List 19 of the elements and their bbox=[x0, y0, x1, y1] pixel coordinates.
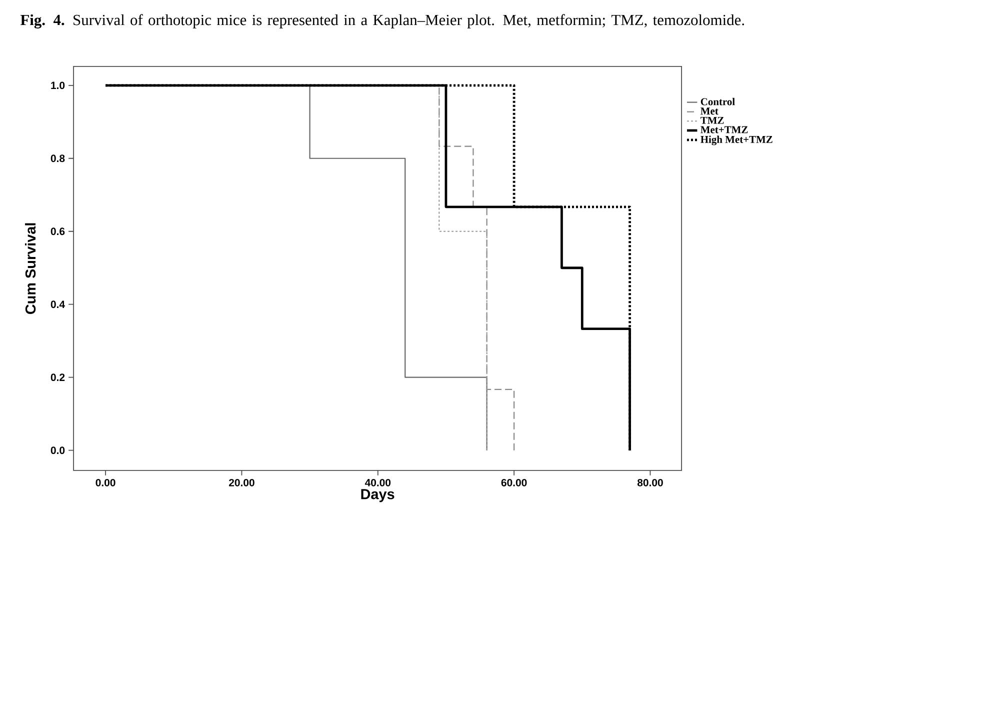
x-tick-label: 0.00 bbox=[96, 478, 116, 486]
y-tick-label: 1.0 bbox=[51, 82, 65, 90]
x-tick-label: 80.00 bbox=[637, 478, 663, 486]
x-axis-title: Days bbox=[361, 489, 394, 502]
y-tick-label: 0.0 bbox=[50, 446, 65, 454]
y-tick-label: 0.4 bbox=[50, 300, 65, 308]
x-tick-label: 40.00 bbox=[364, 478, 391, 486]
x-tick-label: 60.00 bbox=[501, 478, 527, 486]
legend-label: Met+TMZ bbox=[700, 126, 748, 134]
chart-title: Fig. 4. Survival of orthotopic mice is represented in a Kaplan–Meier plot. Met, metformin; TMZ, temozolomide. bbox=[20, 14, 744, 28]
y-tick-label: 0.2 bbox=[50, 374, 65, 382]
y-tick-label: 0.6 bbox=[50, 228, 65, 236]
y-axis-title: Cum Survival bbox=[25, 223, 36, 314]
y-tick-label: 0.8 bbox=[50, 154, 65, 162]
legend-label: High Met+TMZ bbox=[700, 136, 772, 146]
legend-label: TMZ bbox=[700, 116, 724, 124]
legend-label: Control bbox=[700, 98, 735, 106]
legend-label: Met bbox=[700, 108, 718, 115]
x-tick-label: 20.00 bbox=[228, 478, 254, 486]
